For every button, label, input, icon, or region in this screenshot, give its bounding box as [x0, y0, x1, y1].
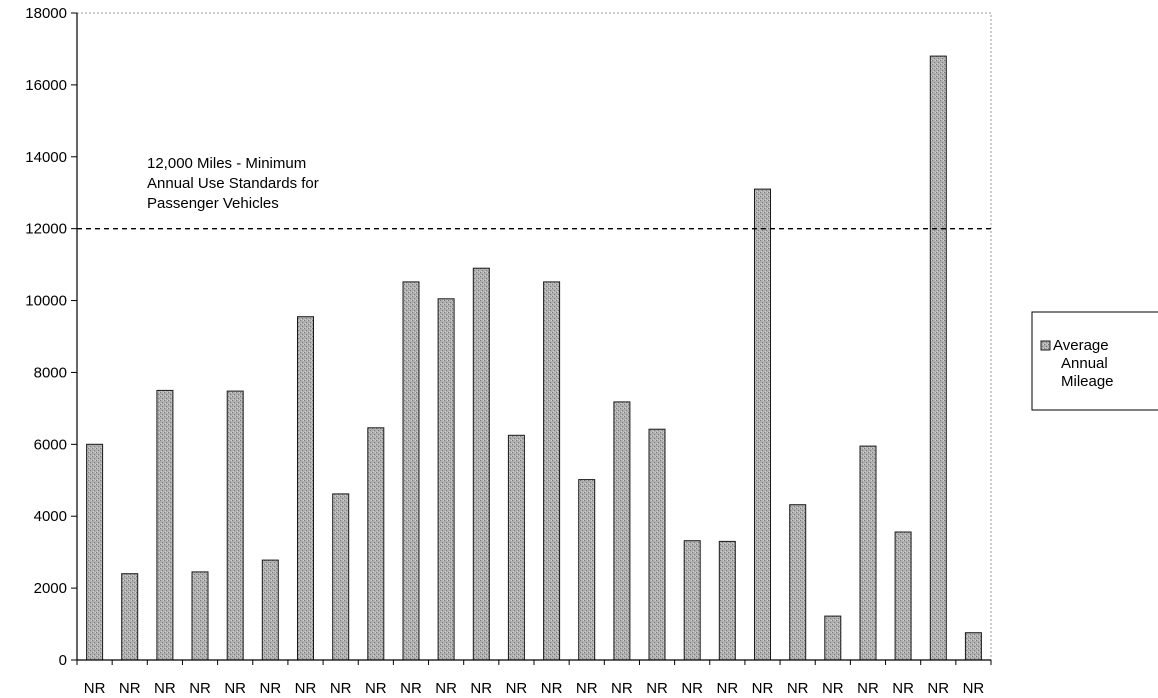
bar-20 — [754, 188, 771, 661]
x-tick-label-14: NR — [541, 680, 563, 697]
y-tick-label-2000: 2000 — [34, 580, 67, 597]
bar-2 — [121, 573, 139, 661]
x-tick-label-10: NR — [400, 680, 422, 697]
x-tick-label-24: NR — [892, 680, 914, 697]
legend-label-line-1: Average — [1053, 337, 1109, 354]
bar-8 — [332, 493, 350, 661]
legend-swatch — [1040, 340, 1051, 351]
bar-6 — [261, 559, 279, 661]
x-tick-label-23: NR — [857, 680, 879, 697]
bar-10 — [402, 281, 420, 661]
annotation-line-2: Annual Use Standards for — [147, 175, 319, 192]
legend-label-line-3: Mileage — [1061, 373, 1114, 390]
annotation: 12,000 Miles - Minimum Annual Use Standa… — [147, 155, 323, 212]
x-tick-label-26: NR — [963, 680, 985, 697]
bar-22 — [824, 615, 842, 661]
y-tick-label-8000: 8000 — [34, 364, 67, 381]
bar-3 — [156, 389, 174, 661]
bar-19 — [718, 540, 736, 661]
bar-11 — [437, 298, 455, 661]
y-tick-label-4000: 4000 — [34, 508, 67, 525]
x-tick-label-3: NR — [154, 680, 176, 697]
bar-4 — [191, 571, 209, 661]
bar-24 — [894, 531, 912, 661]
bar-16 — [613, 401, 631, 661]
x-tick-label-15: NR — [576, 680, 598, 697]
bar-17 — [648, 428, 666, 661]
x-tick-label-9: NR — [365, 680, 387, 697]
y-tick-label-10000: 10000 — [25, 293, 67, 310]
x-tick-label-11: NR — [435, 680, 457, 697]
x-tick-label-18: NR — [681, 680, 703, 697]
bar-7 — [297, 316, 314, 661]
y-tick-label-16000: 16000 — [25, 77, 67, 94]
bar-9 — [367, 427, 385, 661]
x-tick-label-6: NR — [260, 680, 282, 697]
legend-label: Average Annual Mileage — [1053, 337, 1114, 390]
x-tick-label-8: NR — [330, 680, 352, 697]
bar-23 — [859, 445, 877, 661]
x-tick-label-12: NR — [470, 680, 492, 697]
y-tick-label-0: 0 — [59, 652, 67, 669]
x-tick-label-2: NR — [119, 680, 141, 697]
y-tick-label-12000: 12000 — [25, 221, 67, 238]
x-tick-label-5: NR — [224, 680, 246, 697]
y-tick-label-18000: 18000 — [25, 5, 67, 22]
x-tick-label-13: NR — [506, 680, 528, 697]
x-tick-label-4: NR — [189, 680, 211, 697]
legend-box — [1031, 311, 1158, 411]
bars-group — [86, 55, 982, 661]
y-tick-label-14000: 14000 — [25, 149, 67, 166]
bar-1 — [86, 443, 104, 661]
x-tick-label-7: NR — [295, 680, 317, 697]
bar-12 — [472, 267, 490, 661]
x-tick-label-25: NR — [927, 680, 949, 697]
legend-label-line-2: Annual — [1061, 355, 1108, 372]
bar-15 — [578, 479, 596, 661]
x-tick-label-17: NR — [646, 680, 668, 697]
bar-5 — [226, 390, 244, 661]
x-tick-label-22: NR — [822, 680, 844, 697]
y-ticks-group: 0 2000 4000 6000 8000 10000 12000 14000 16000 180… — [25, 5, 77, 669]
bar-13 — [507, 434, 525, 661]
annotation-line-1: 12,000 Miles - Minimum — [147, 155, 306, 172]
bar-14 — [543, 281, 561, 661]
x-tick-label-1: NR — [84, 680, 106, 697]
x-tick-label-16: NR — [611, 680, 633, 697]
bar-25 — [929, 55, 947, 661]
annotation-line-3: Passenger Vehicles — [147, 195, 279, 212]
x-labels-group: NR NR NR NR NR NR NR NR NR NR NR NR NR NR NR NR NR NR NR NR… — [76, 660, 992, 697]
x-tick-label-19: NR — [717, 680, 739, 697]
legend: Average Annual Mileage — [1031, 311, 1158, 411]
bar-18 — [683, 540, 701, 661]
plot-area — [76, 12, 992, 661]
bar-21 — [789, 504, 807, 661]
y-tick-label-6000: 6000 — [34, 436, 67, 453]
x-tick-label-21: NR — [787, 680, 809, 697]
x-tick-label-20: NR — [752, 680, 774, 697]
bar-26 — [964, 632, 982, 661]
